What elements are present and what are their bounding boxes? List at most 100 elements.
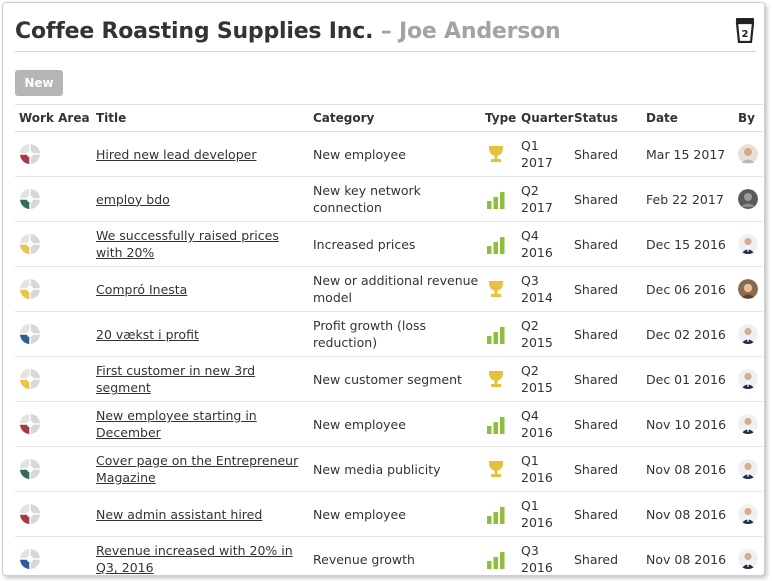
table-row[interactable]: employ bdo New key network connection Q2… [15,176,763,222]
avatar[interactable] [738,234,758,254]
col-header-work-area[interactable]: Work Area [15,104,92,132]
achievements-table: Work Area Title Category Type Quarter St… [15,104,763,575]
work-area-cell [15,311,92,357]
category-cell: New employee [309,491,481,537]
quarter-cell: Q2 2015 [517,356,570,402]
work-area-cell [15,536,92,575]
avatar[interactable] [738,279,758,299]
col-header-by[interactable]: By [734,104,763,132]
quarter-year: 2017 [521,155,553,170]
quarter-label: Q1 [521,498,539,513]
achievement-title-link[interactable]: New admin assistant hired [96,506,263,522]
quarter-cell: Q2 2017 [517,176,570,222]
avatar[interactable] [738,324,758,344]
title-cell: Revenue increased with 20% in Q3, 2016 [92,536,309,575]
type-cell [481,221,517,267]
table-row[interactable]: New employee starting in December New em… [15,401,763,447]
title-cell: Compró Inesta [92,266,309,312]
status-cell: Shared [570,131,642,177]
col-header-status[interactable]: Status [570,104,642,132]
category-cell: New media publicity [309,446,481,492]
achievement-title-link[interactable]: We successfully raised prices with 20% [96,228,279,260]
quarter-label: Q2 [521,183,539,198]
avatar[interactable] [738,504,758,524]
quarter-year: 2016 [521,425,553,440]
date-cell: Nov 08 2016 [642,491,734,537]
achievement-title-link[interactable]: First customer in new 3rd segment [96,363,256,395]
col-header-quarter[interactable]: Quarter [517,104,574,132]
table-row[interactable]: Hired new lead developer New employee Q1… [15,131,763,177]
table-row[interactable]: Revenue increased with 20% in Q3, 2016 R… [15,536,763,575]
col-header-category[interactable]: Category [309,104,481,132]
category-cell: New or additional revenue model [309,266,481,312]
category-cell: New key network connection [309,176,481,222]
date-cell: Feb 22 2017 [642,176,734,222]
work-area-icon [20,369,40,389]
quarter-year: 2016 [521,245,553,260]
table-row[interactable]: We successfully raised prices with 20% I… [15,221,763,267]
type-cell [481,266,517,312]
col-header-type[interactable]: Type [481,104,517,132]
work-area-cell [15,401,92,447]
achievement-title-link[interactable]: Cover page on the Entrepreneur Magazine [96,453,299,485]
app-frame: Coffee Roasting Supplies Inc. – Joe Ande… [2,2,765,576]
type-cell [481,356,517,402]
avatar[interactable] [738,459,758,479]
date-cell: Mar 15 2017 [642,131,734,177]
avatar[interactable] [738,549,758,569]
table-row[interactable]: New admin assistant hired New employee Q… [15,491,763,537]
avatar[interactable] [738,144,758,164]
quarter-label: Q1 [521,138,539,153]
avatar[interactable] [738,189,758,209]
date-cell: Dec 15 2016 [642,221,734,267]
by-cell [734,491,763,537]
category-cell: Increased prices [309,221,481,267]
status-cell: Shared [570,491,642,537]
achievement-title-link[interactable]: employ bdo [96,191,170,207]
achievement-title-link[interactable]: Revenue increased with 20% in Q3, 2016 [96,543,293,575]
quarter-year: 2015 [521,380,553,395]
status-cell: Shared [570,401,642,447]
by-cell [734,401,763,447]
by-cell [734,356,763,402]
work-area-icon [20,549,40,569]
type-cell [481,446,517,492]
achievement-title-link[interactable]: Hired new lead developer [96,146,257,162]
avatar[interactable] [738,414,758,434]
type-cell [481,536,517,575]
table-row[interactable]: Cover page on the Entrepreneur Magazine … [15,446,763,492]
quarter-year: 2016 [521,560,553,575]
type-cell [481,311,517,357]
type-cell [481,401,517,447]
work-area-icon [20,234,40,254]
quarter-cell: Q3 2014 [517,266,570,312]
col-header-title[interactable]: Title [92,104,309,132]
category-cell: New customer segment [309,356,481,402]
col-header-date[interactable]: Date [642,104,734,132]
quarter-cell: Q1 2016 [517,446,570,492]
achievement-title-link[interactable]: 20 vækst i profit [96,326,199,342]
work-area-cell [15,221,92,267]
date-cell: Dec 06 2016 [642,266,734,312]
bar-chart-icon [487,507,505,524]
table-row[interactable]: Compró Inesta New or additional revenue … [15,266,763,312]
status-cell: Shared [570,176,642,222]
achievement-title-link[interactable]: Compró Inesta [96,281,188,297]
quarter-label: Q2 [521,363,539,378]
new-button[interactable]: New [15,70,63,96]
achievement-title-link[interactable]: New employee starting in December [96,408,257,440]
page-header: Coffee Roasting Supplies Inc. – Joe Ande… [15,17,756,52]
trophy-icon [489,146,503,162]
quarter-cell: Q2 2015 [517,311,570,357]
avatar[interactable] [738,369,758,389]
by-cell [734,131,763,177]
quarter-label: Q4 [521,228,539,243]
person-name: Joe Anderson [398,19,561,44]
work-area-cell [15,491,92,537]
table-row[interactable]: First customer in new 3rd segment New cu… [15,356,763,402]
coffee-cup-icon[interactable]: 2 [734,17,756,43]
table-row[interactable]: 20 vækst i profit Profit growth (loss re… [15,311,763,357]
quarter-year: 2016 [521,515,553,530]
title-cell: New admin assistant hired [92,491,309,537]
by-cell [734,446,763,492]
